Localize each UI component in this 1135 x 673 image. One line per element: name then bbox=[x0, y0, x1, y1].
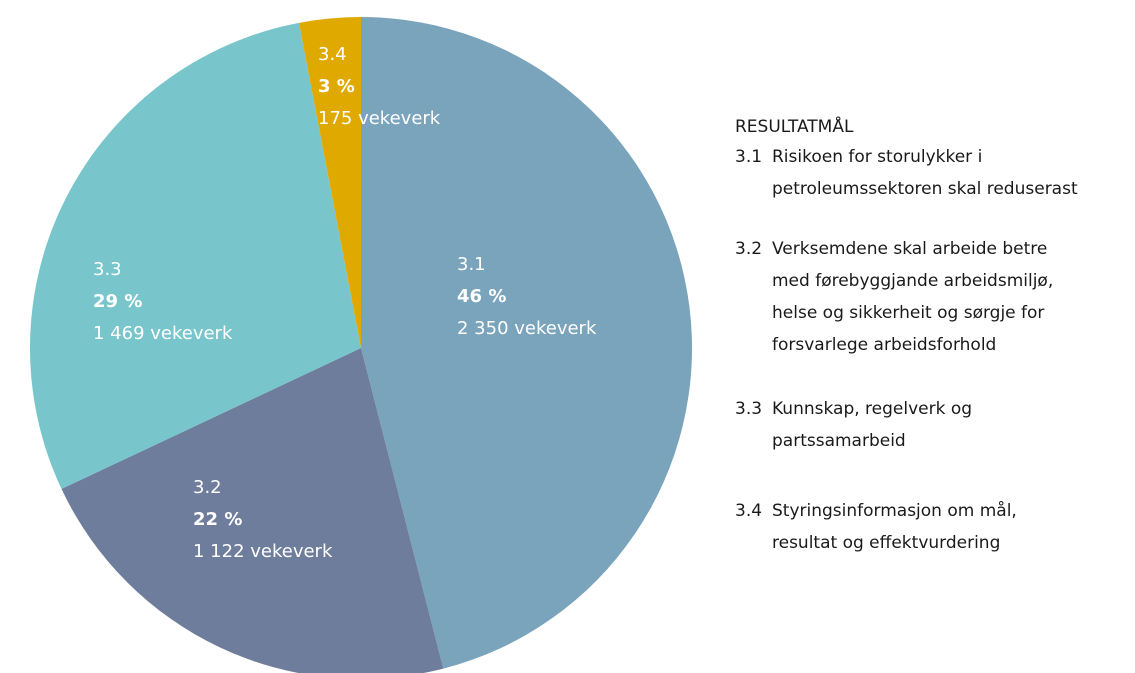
slice-category: 3.1 bbox=[457, 254, 486, 275]
slice-percent: 46 % bbox=[457, 286, 506, 307]
slice-count: 2 350 vekeverk bbox=[457, 318, 597, 339]
pie-slice bbox=[29, 22, 362, 489]
pie-slice bbox=[61, 348, 444, 673]
pie-slice bbox=[361, 17, 692, 669]
legend-text: med førebyggjande arbeidsmiljø, bbox=[772, 271, 1053, 291]
slice-count: 175 vekeverk bbox=[318, 108, 441, 129]
slice-percent: 29 % bbox=[93, 291, 142, 312]
slice-percent: 22 % bbox=[193, 509, 242, 530]
legend-text: Styringsinformasjon om mål, bbox=[772, 500, 1017, 521]
legend-key: 3.2 bbox=[735, 239, 762, 259]
legend-text: partssamarbeid bbox=[772, 431, 906, 451]
legend-text: Verksemdene skal arbeide betre bbox=[772, 239, 1047, 259]
slice-count: 1 122 vekeverk bbox=[193, 541, 333, 562]
slice-percent: 3 % bbox=[318, 76, 355, 97]
slice-category: 3.3 bbox=[93, 259, 122, 280]
legend-text: forsvarlege arbeidsforhold bbox=[772, 335, 996, 355]
legend-key: 3.1 bbox=[735, 147, 762, 167]
legend-text: helse og sikkerheit og sørgje for bbox=[772, 303, 1044, 323]
slice-category: 3.2 bbox=[193, 477, 222, 498]
legend-text: Risikoen for storulykker i bbox=[772, 147, 982, 167]
slice-count: 1 469 vekeverk bbox=[93, 323, 233, 344]
legend-text: petroleumssektoren skal reduserast bbox=[772, 179, 1078, 199]
legend-key: 3.4 bbox=[735, 501, 762, 521]
legend-text: Kunnskap, regelverk og bbox=[772, 399, 972, 419]
legend-text: resultat og effektvurdering bbox=[772, 533, 1000, 553]
legend-title: RESULTATMÅL bbox=[735, 115, 854, 137]
legend-key: 3.3 bbox=[735, 399, 762, 419]
slice-category: 3.4 bbox=[318, 44, 347, 65]
pie-slice bbox=[298, 17, 361, 348]
